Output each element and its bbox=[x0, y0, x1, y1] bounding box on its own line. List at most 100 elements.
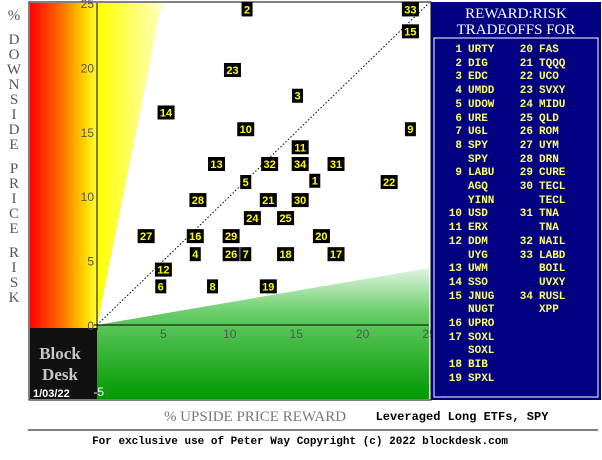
data-point-box bbox=[157, 105, 175, 120]
favorable-zone bbox=[97, 268, 429, 399]
data-point-box bbox=[222, 229, 240, 244]
data-point: 24 bbox=[243, 211, 261, 226]
data-point-label: 25 bbox=[279, 213, 291, 225]
legend-entry-right: 28 DRN bbox=[507, 154, 577, 166]
data-point-label: 28 bbox=[192, 195, 204, 207]
data-point-label: 10 bbox=[240, 124, 252, 136]
data-point-box bbox=[237, 122, 255, 137]
y-axis-title-letter: R bbox=[9, 245, 19, 261]
legend-entry-ticker: UVXY bbox=[539, 276, 566, 289]
footer-copyright: For exclusive use of Peter Way Copyright… bbox=[92, 436, 508, 448]
legend-entry-number: 4 bbox=[455, 85, 462, 98]
y-axis-title-letter: R bbox=[9, 176, 19, 192]
data-point: 2 bbox=[241, 2, 253, 17]
data-point: 30 bbox=[291, 193, 309, 208]
legend-entry-left: 11 ERX bbox=[436, 222, 506, 234]
legend-entry-left: 8 SPY bbox=[436, 140, 506, 152]
data-point-label: 31 bbox=[330, 159, 342, 171]
data-point-label: 16 bbox=[189, 231, 201, 243]
legend-entry-ticker: SOXL bbox=[468, 345, 495, 358]
legend-entry-number: 34 bbox=[519, 290, 533, 303]
legend-entry-left: 5 UDOW bbox=[436, 99, 506, 111]
legend-entry-number: 9 bbox=[455, 167, 462, 180]
data-point-label: 4 bbox=[192, 249, 199, 261]
legend-entry-right: 26 ROM bbox=[507, 126, 577, 138]
legend-entry-ticker: UWM bbox=[468, 263, 488, 276]
data-point: 28 bbox=[189, 193, 207, 208]
y-tick-label: 0 bbox=[87, 319, 94, 333]
data-point-box bbox=[277, 211, 295, 226]
legend-entry-left: 14 SSO bbox=[436, 277, 506, 289]
legend-entry-number: 30 bbox=[519, 181, 533, 193]
y-tick-label: 5 bbox=[87, 255, 94, 269]
data-point: 32 bbox=[261, 157, 279, 171]
data-point-box bbox=[189, 247, 201, 262]
data-point: 34 bbox=[291, 157, 309, 171]
legend-entry-right: 22 UCO bbox=[507, 71, 577, 83]
legend-entry-right: 30 TECL bbox=[507, 181, 577, 193]
legend-entry-ticker: ERX bbox=[468, 222, 488, 235]
data-point: 19 bbox=[259, 279, 277, 294]
legend-entry-ticker: USD bbox=[468, 208, 488, 221]
legend-entry-right: TECL bbox=[507, 195, 577, 207]
legend-entry-ticker: NAIL bbox=[539, 235, 566, 248]
data-point-box bbox=[404, 122, 416, 137]
data-point-box bbox=[137, 229, 155, 244]
legend-entry-number: 5 bbox=[455, 98, 462, 111]
x-tick-label: 10 bbox=[223, 327, 237, 341]
data-point-label: 26 bbox=[225, 249, 237, 261]
legend-entry-number: 14 bbox=[448, 276, 462, 289]
y-tick-label: 10 bbox=[81, 190, 95, 204]
legend-entry-number: 21 bbox=[519, 57, 533, 70]
legend-entry-right: 25 QLD bbox=[507, 113, 577, 125]
legend-entry-number: 33 bbox=[519, 249, 533, 262]
data-point: 22 bbox=[380, 175, 398, 190]
legend-entry-ticker: MIDU bbox=[539, 98, 566, 111]
data-point-box bbox=[401, 2, 419, 17]
x-tick-label: 15 bbox=[290, 327, 304, 341]
legend-entry-left: 2 DIG bbox=[436, 58, 506, 70]
legend-entry-ticker: UYM bbox=[539, 139, 559, 152]
legend-entry-ticker: JNUG bbox=[468, 290, 495, 303]
data-point: 15 bbox=[401, 24, 419, 39]
data-point-label: 14 bbox=[160, 107, 173, 119]
data-point-box bbox=[401, 24, 419, 39]
legend-entry-number: 26 bbox=[519, 126, 533, 139]
data-point-box bbox=[222, 247, 240, 262]
data-point-label: 17 bbox=[330, 249, 342, 261]
chart-subtitle: Leveraged Long ETFs, SPY bbox=[376, 410, 550, 424]
legend-entry-number: 15 bbox=[448, 290, 462, 303]
y-axis-title-letter: % bbox=[8, 8, 21, 24]
legend-entry-right: 21 TQQQ bbox=[507, 58, 577, 70]
data-point-box bbox=[259, 279, 277, 294]
legend-entry-ticker: TECL bbox=[539, 181, 566, 193]
legend-entry-ticker: DRN bbox=[539, 153, 559, 166]
y-axis-title: % D O W N S I D E P R I C E R I S K bbox=[7, 8, 22, 306]
y-axis-title-letter: S bbox=[10, 92, 18, 108]
data-point-label: 32 bbox=[264, 159, 276, 171]
legend-entry-ticker: CURE bbox=[539, 167, 566, 180]
legend-entry-left: 15 JNUG bbox=[436, 291, 506, 303]
legend-entry-ticker: UGL bbox=[468, 126, 488, 139]
data-point: 4 bbox=[189, 247, 201, 262]
y-tick-label: 25 bbox=[81, 0, 95, 11]
legend-entry-left: 18 BIB bbox=[436, 359, 506, 371]
legend-entry-left: 17 SOXL bbox=[436, 332, 506, 344]
data-point-box bbox=[259, 193, 277, 208]
legend-entry-left: SOXL bbox=[436, 345, 506, 357]
legend-entry-right: 34 RUSL bbox=[507, 291, 577, 303]
y-axis-title-letter: C bbox=[9, 206, 19, 222]
y-tick-label: -5 bbox=[93, 385, 104, 399]
data-point: 3 bbox=[292, 88, 304, 103]
legend-entry-right: 29 CURE bbox=[507, 167, 577, 179]
legend-entry-ticker: YINN bbox=[468, 194, 495, 207]
legend-entry-right: BOIL bbox=[507, 263, 577, 275]
data-point: 14 bbox=[157, 105, 175, 120]
legend-entry-right: 33 LABD bbox=[507, 250, 577, 262]
legend-entry-right: 31 TNA bbox=[507, 208, 577, 220]
legend-entry-ticker: UDOW bbox=[468, 98, 495, 111]
legend-entry-left: 12 DDM bbox=[436, 236, 506, 248]
legend-entry-ticker: EDC bbox=[468, 71, 488, 84]
